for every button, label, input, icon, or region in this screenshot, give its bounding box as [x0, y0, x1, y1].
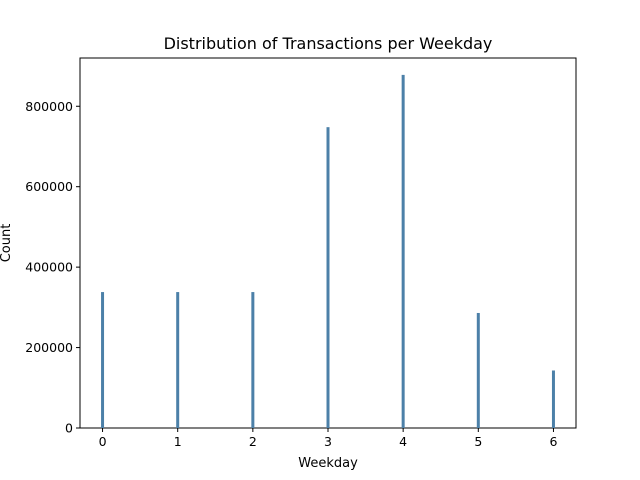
bar-weekday-1 — [176, 292, 180, 428]
x-tick-label: 5 — [474, 434, 482, 449]
bar-weekday-5 — [476, 312, 480, 428]
y-tick-label: 0 — [65, 421, 73, 436]
x-axis: 0 1 2 3 4 5 6 — [99, 428, 557, 449]
x-axis-label: Weekday — [298, 456, 358, 471]
y-axis: 0 200000 400000 600000 800000 — [25, 99, 80, 436]
bar-weekday-2 — [251, 292, 255, 428]
bar-weekday-0 — [101, 292, 105, 428]
x-tick-label: 6 — [549, 434, 557, 449]
bar-weekday-6 — [551, 370, 555, 428]
x-tick-label: 0 — [99, 434, 107, 449]
x-tick-label: 3 — [324, 434, 332, 449]
bar-weekday-4 — [401, 74, 405, 429]
bars-group — [101, 74, 555, 429]
y-tick-label: 600000 — [25, 179, 73, 194]
y-tick-label: 200000 — [25, 340, 73, 355]
x-tick-label: 1 — [174, 434, 182, 449]
bar-weekday-3 — [326, 127, 330, 428]
y-tick-label: 400000 — [25, 260, 73, 275]
y-tick-label: 800000 — [25, 99, 73, 114]
x-tick-label: 4 — [399, 434, 407, 449]
chart-title: Distribution of Transactions per Weekday — [164, 34, 493, 53]
x-tick-label: 2 — [249, 434, 257, 449]
y-axis-label: Count — [0, 224, 14, 263]
